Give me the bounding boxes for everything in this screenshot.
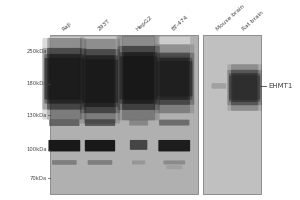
FancyBboxPatch shape (47, 38, 82, 120)
Text: 100kDa: 100kDa (27, 147, 47, 152)
FancyBboxPatch shape (42, 48, 86, 110)
Bar (202, 35, 261, 194)
FancyBboxPatch shape (231, 70, 258, 105)
FancyBboxPatch shape (227, 70, 262, 105)
Text: 180kDa: 180kDa (27, 81, 47, 86)
FancyBboxPatch shape (159, 120, 189, 126)
Text: 250kDa: 250kDa (27, 49, 47, 54)
FancyBboxPatch shape (160, 58, 189, 100)
FancyBboxPatch shape (88, 160, 112, 165)
FancyBboxPatch shape (123, 37, 154, 55)
FancyBboxPatch shape (44, 54, 84, 104)
FancyBboxPatch shape (229, 73, 260, 102)
FancyBboxPatch shape (84, 37, 116, 55)
FancyBboxPatch shape (154, 44, 194, 113)
FancyBboxPatch shape (118, 36, 160, 120)
FancyBboxPatch shape (154, 53, 194, 105)
FancyBboxPatch shape (49, 119, 80, 126)
FancyBboxPatch shape (212, 83, 226, 89)
FancyBboxPatch shape (118, 46, 160, 110)
FancyBboxPatch shape (49, 140, 80, 151)
FancyBboxPatch shape (156, 61, 192, 96)
FancyBboxPatch shape (84, 49, 116, 113)
FancyBboxPatch shape (82, 55, 118, 107)
FancyBboxPatch shape (164, 160, 185, 164)
Text: 293T: 293T (97, 18, 111, 32)
FancyBboxPatch shape (158, 140, 190, 151)
FancyBboxPatch shape (44, 58, 84, 100)
FancyBboxPatch shape (124, 52, 154, 104)
FancyBboxPatch shape (49, 37, 80, 55)
FancyBboxPatch shape (82, 59, 118, 103)
FancyBboxPatch shape (132, 160, 145, 164)
FancyBboxPatch shape (158, 53, 190, 105)
Text: Mouse brain: Mouse brain (215, 4, 246, 32)
FancyBboxPatch shape (122, 46, 155, 110)
FancyBboxPatch shape (231, 64, 258, 111)
Text: HepG2: HepG2 (135, 15, 154, 32)
FancyBboxPatch shape (42, 38, 86, 120)
Text: EHMT1: EHMT1 (268, 83, 293, 89)
FancyBboxPatch shape (80, 39, 120, 124)
FancyBboxPatch shape (47, 48, 82, 110)
FancyBboxPatch shape (166, 165, 182, 169)
Text: Raji: Raji (61, 21, 72, 32)
FancyBboxPatch shape (119, 52, 158, 104)
FancyBboxPatch shape (49, 58, 80, 100)
Text: BT-474: BT-474 (171, 15, 189, 32)
Text: Rat brain: Rat brain (241, 10, 265, 32)
FancyBboxPatch shape (85, 119, 115, 126)
FancyBboxPatch shape (124, 56, 154, 100)
Bar (50, 35, 198, 194)
FancyBboxPatch shape (80, 49, 120, 113)
FancyBboxPatch shape (232, 73, 257, 102)
FancyBboxPatch shape (156, 58, 192, 100)
FancyBboxPatch shape (84, 39, 116, 124)
FancyBboxPatch shape (229, 75, 260, 100)
FancyBboxPatch shape (158, 44, 190, 113)
Text: 70kDa: 70kDa (30, 176, 47, 181)
FancyBboxPatch shape (130, 140, 147, 150)
FancyBboxPatch shape (86, 55, 114, 107)
FancyBboxPatch shape (227, 64, 262, 111)
FancyBboxPatch shape (160, 61, 189, 96)
FancyBboxPatch shape (122, 36, 155, 120)
FancyBboxPatch shape (52, 160, 77, 165)
FancyBboxPatch shape (49, 54, 80, 104)
FancyBboxPatch shape (85, 140, 115, 151)
Text: 130kDa: 130kDa (27, 113, 47, 118)
FancyBboxPatch shape (158, 37, 190, 55)
FancyBboxPatch shape (119, 56, 158, 100)
FancyBboxPatch shape (129, 120, 148, 126)
FancyBboxPatch shape (232, 75, 257, 100)
FancyBboxPatch shape (86, 59, 114, 103)
